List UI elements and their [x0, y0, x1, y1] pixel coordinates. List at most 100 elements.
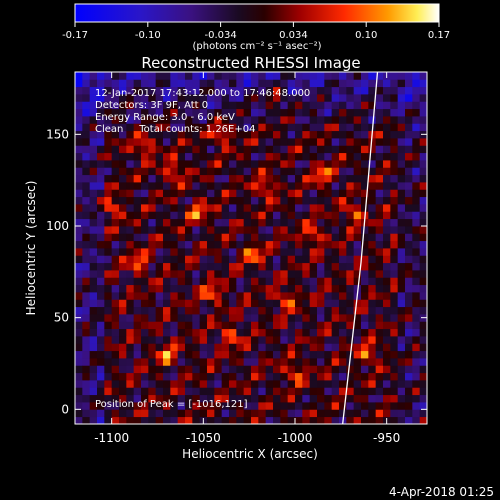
- heatmap-cell: [331, 86, 340, 95]
- heatmap-cell: [368, 416, 377, 424]
- heatmap-cell: [302, 94, 311, 102]
- heatmap-cell: [221, 167, 230, 176]
- heatmap-cell: [265, 226, 274, 234]
- heatmap-cell: [251, 343, 259, 352]
- heatmap-cell: [412, 394, 421, 403]
- heatmap-cell: [89, 189, 98, 198]
- heatmap-cell: [97, 204, 105, 212]
- heatmap-cell: [273, 248, 281, 256]
- heatmap-cell: [111, 152, 120, 161]
- heatmap-cell: [192, 233, 201, 242]
- heatmap-cell: [141, 248, 149, 256]
- heatmap-cell: [353, 306, 362, 315]
- heatmap-cell: [419, 387, 427, 396]
- heatmap-cell: [243, 167, 252, 176]
- heatmap-cell: [148, 343, 157, 352]
- heatmap-cell: [295, 336, 303, 344]
- heatmap-cell: [361, 226, 369, 234]
- heatmap-cell: [104, 182, 113, 190]
- heatmap-cell: [119, 138, 127, 146]
- heatmap-cell: [75, 123, 83, 132]
- heatmap-cell: [273, 174, 281, 183]
- heatmap-cell: [89, 306, 98, 315]
- heatmap-cell: [236, 372, 245, 381]
- heatmap-cell: [361, 336, 369, 344]
- heatmap-cell: [361, 233, 369, 242]
- heatmap-cell: [126, 380, 135, 388]
- heatmap-cell: [295, 196, 303, 205]
- heatmap-cell: [111, 358, 120, 366]
- heatmap-cell: [339, 284, 347, 293]
- heatmap-cell: [331, 211, 340, 220]
- heatmap-cell: [258, 292, 267, 300]
- heatmap-cell: [111, 387, 120, 396]
- heatmap-cell: [353, 167, 362, 176]
- heatmap-cell: [331, 336, 340, 344]
- heatmap-cell: [412, 79, 421, 88]
- heatmap-cell: [214, 394, 223, 403]
- heatmap-cell: [185, 394, 193, 403]
- heatmap-cell: [361, 182, 369, 190]
- heatmap-cell: [324, 130, 333, 139]
- heatmap-cell: [324, 262, 333, 271]
- heatmap-cell: [214, 174, 223, 183]
- heatmap-cell: [419, 321, 427, 330]
- heatmap-cell: [192, 336, 201, 344]
- heatmap-cell: [155, 270, 164, 278]
- heatmap-cell: [133, 277, 142, 286]
- heatmap-cell: [89, 387, 98, 396]
- heatmap-cell: [317, 270, 325, 278]
- heatmap-cell: [375, 314, 384, 322]
- heatmap-cell: [119, 336, 127, 344]
- heatmap-cell: [258, 328, 267, 337]
- heatmap-cell: [163, 358, 171, 366]
- heatmap-cell: [383, 182, 391, 190]
- heatmap-cell: [170, 365, 179, 374]
- heatmap-cell: [258, 79, 267, 88]
- heatmap-cell: [229, 204, 237, 212]
- heatmap-cell: [119, 299, 127, 308]
- heatmap-cell: [177, 328, 186, 337]
- heatmap-cell: [199, 284, 208, 293]
- heatmap-cell: [397, 101, 406, 110]
- heatmap-cell: [324, 138, 333, 146]
- heatmap-cell: [75, 394, 83, 403]
- heatmap-cell: [309, 167, 318, 176]
- heatmap-cell: [265, 218, 274, 227]
- heatmap-cell: [207, 174, 215, 183]
- heatmap-cell: [368, 108, 377, 117]
- heatmap-cell: [280, 116, 289, 124]
- heatmap-cell: [324, 306, 333, 315]
- heatmap-cell: [405, 284, 413, 293]
- heatmap-cell: [243, 416, 252, 424]
- heatmap-cell: [295, 350, 303, 359]
- heatmap-cell: [353, 211, 362, 220]
- heatmap-cell: [324, 328, 333, 337]
- heatmap-cell: [133, 262, 142, 271]
- heatmap-cell: [221, 108, 230, 117]
- heatmap-cell: [199, 94, 208, 102]
- heatmap-cell: [89, 402, 98, 410]
- heatmap-cell: [229, 123, 237, 132]
- heatmap-cell: [280, 218, 289, 227]
- heatmap-cell: [104, 255, 113, 264]
- heatmap-cell: [104, 226, 113, 234]
- heatmap-cell: [339, 248, 347, 256]
- heatmap-cell: [419, 248, 427, 256]
- heatmap-cell: [317, 94, 325, 102]
- heatmap-cell: [265, 152, 274, 161]
- heatmap-cell: [397, 152, 406, 161]
- heatmap-cell: [229, 314, 237, 322]
- heatmap-cell: [170, 380, 179, 388]
- heatmap-cell: [177, 196, 186, 205]
- heatmap-cell: [155, 204, 164, 212]
- heatmap-cell: [419, 416, 427, 424]
- heatmap-cell: [229, 380, 237, 388]
- heatmap-cell: [265, 72, 274, 80]
- heatmap-cell: [405, 240, 413, 249]
- heatmap-cell: [214, 240, 223, 249]
- heatmap-cell: [97, 336, 105, 344]
- heatmap-cell: [368, 284, 377, 293]
- heatmap-cell: [155, 336, 164, 344]
